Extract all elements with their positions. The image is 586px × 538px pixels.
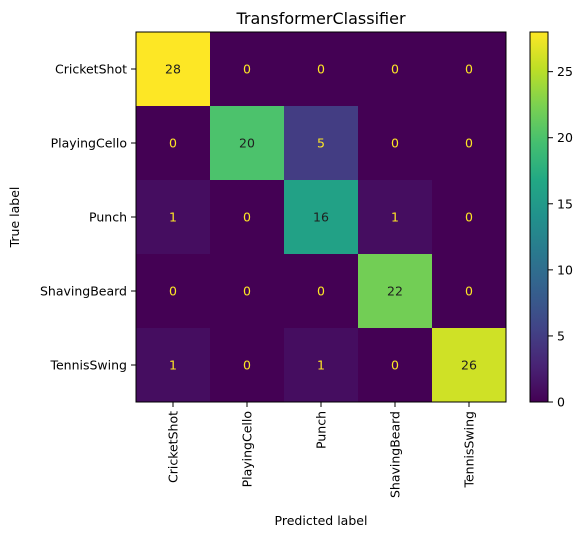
heatmap-cells: 28 0 0 0 0 0 20 5 0 0 1 0 16 1 0 0 0 0 22 0 1 0 1 0 26 (136, 32, 507, 403)
heatmap-cell (432, 106, 507, 181)
cell-value-label: 0 (465, 62, 473, 77)
heatmap-cell (210, 328, 285, 403)
cell-value-label: 0 (317, 284, 325, 299)
heatmap-cell (358, 180, 433, 255)
x-axis-label: Predicted label (275, 513, 368, 528)
cell-value-label: 0 (391, 62, 399, 77)
y-tick-label: Punch (89, 210, 127, 225)
x-tick-label: ShavingBeard (388, 411, 403, 498)
cell-value-label: 0 (391, 358, 399, 373)
cell-value-label: 16 (313, 210, 329, 225)
cell-value-label: 5 (317, 136, 325, 151)
heatmap-cell (284, 254, 359, 329)
heatmap-cell (210, 32, 285, 107)
heatmap-cell (136, 328, 211, 403)
heatmap-cell (358, 106, 433, 181)
cell-value-label: 22 (387, 284, 403, 299)
colorbar-tick-label: 15 (557, 196, 573, 211)
colorbar-tick-label: 10 (557, 262, 573, 277)
cell-value-label: 26 (461, 358, 477, 373)
heatmap-cell (432, 180, 507, 255)
x-axis-ticks: CricketShot PlayingCello Punch ShavingBeard… (166, 402, 477, 498)
heatmap-cell (210, 180, 285, 255)
cell-value-label: 0 (243, 210, 251, 225)
heatmap-cell (432, 328, 507, 403)
cell-value-label: 0 (169, 136, 177, 151)
cell-value-label: 1 (169, 358, 177, 373)
heatmap-cell (210, 254, 285, 329)
heatmap-cell (284, 180, 359, 255)
colorbar-ticks: 0 5 10 15 20 25 (548, 64, 573, 410)
heatmap-cell (432, 32, 507, 107)
x-tick-label: Punch (314, 411, 329, 449)
y-tick-label: TennisSwing (49, 358, 127, 373)
cell-value-label: 0 (243, 358, 251, 373)
heatmap-cell (136, 106, 211, 181)
heatmap-cell (136, 32, 211, 107)
cell-value-label: 0 (465, 284, 473, 299)
colorbar-tick-label: 0 (557, 395, 565, 410)
y-tick-label: PlayingCello (51, 136, 127, 151)
cell-value-label: 0 (317, 62, 325, 77)
y-axis-ticks: CricketShot PlayingCello Punch ShavingBeard… (40, 62, 136, 373)
x-tick-label: TennisSwing (462, 411, 477, 489)
y-tick-label: CricketShot (55, 62, 127, 77)
cell-value-label: 0 (391, 136, 399, 151)
colorbar-tick-label: 5 (557, 328, 565, 343)
colorbar-tick-label: 20 (557, 130, 573, 145)
heatmap-cell (358, 32, 433, 107)
heatmap-cell (284, 32, 359, 107)
chart-title: TransformerClassifier (235, 9, 405, 28)
cell-value-label: 1 (391, 210, 399, 225)
cell-value-label: 1 (317, 358, 325, 373)
cell-value-label: 1 (169, 210, 177, 225)
cell-value-label: 0 (465, 210, 473, 225)
cell-value-label: 0 (169, 284, 177, 299)
x-tick-label: PlayingCello (240, 411, 255, 487)
heatmap-cell (358, 328, 433, 403)
cell-value-label: 28 (165, 62, 181, 77)
cell-value-label: 20 (239, 136, 255, 151)
heatmap-cell (136, 180, 211, 255)
heatmap-cell (136, 254, 211, 329)
cell-value-label: 0 (465, 136, 473, 151)
heatmap-cell (432, 254, 507, 329)
cell-value-label: 0 (243, 284, 251, 299)
y-tick-label: ShavingBeard (40, 284, 127, 299)
heatmap-cell (284, 106, 359, 181)
heatmap-cell (358, 254, 433, 329)
colorbar (529, 31, 549, 403)
y-axis-label: True label (7, 187, 22, 249)
heatmap-cell (284, 328, 359, 403)
x-tick-label: CricketShot (166, 411, 181, 483)
colorbar-tick-label: 25 (557, 64, 573, 79)
heatmap-cell (210, 106, 285, 181)
cell-value-label: 0 (243, 62, 251, 77)
